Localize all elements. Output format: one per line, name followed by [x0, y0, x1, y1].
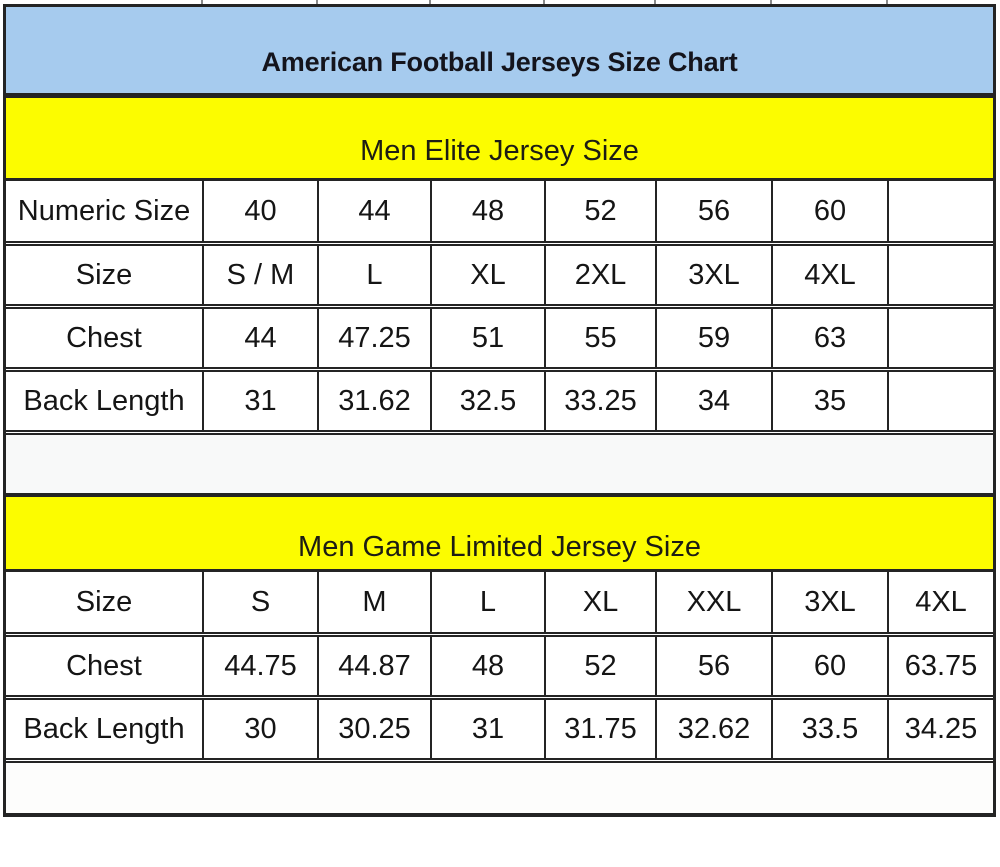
table-cell: 56: [655, 637, 771, 695]
table-cell: 32.5: [430, 372, 544, 430]
table-cell: 32.62: [655, 700, 771, 758]
table-men-elite: Men Elite Jersey Size Numeric Size 40 44…: [6, 98, 993, 432]
row-label-cell: Size: [75, 258, 133, 291]
table-cell: 31: [202, 372, 317, 430]
table-row-numeric-size: Numeric Size 40 44 48 52 56 60: [6, 181, 993, 243]
table-cell: 47.25: [317, 309, 430, 367]
row-label-cell: Back Length: [23, 384, 185, 417]
men-game-limited-table: Size S M L XL XXL 3XL 4XL Chest 44.75 44…: [6, 572, 993, 760]
row-label-cell: Size: [75, 585, 133, 618]
table-row-size: Size S M L XL XXL 3XL 4XL: [6, 572, 993, 634]
table-cell: 31.62: [317, 372, 430, 430]
gridline-tick: [886, 0, 888, 4]
table-cell: XL: [544, 572, 655, 632]
chart-title: American Football Jerseys Size Chart: [261, 46, 738, 77]
table-cell: 34.25: [887, 700, 993, 758]
table-cell: 4XL: [887, 572, 993, 632]
table-cell: 60: [771, 181, 887, 241]
table-cell: 3XL: [655, 246, 771, 304]
table-cell: S / M: [202, 246, 317, 304]
table-cell-empty: [887, 246, 993, 304]
section-header-label: Men Game Limited Jersey Size: [298, 530, 701, 563]
gridline-tick: [201, 0, 203, 4]
table-cell: 31: [430, 700, 544, 758]
table-row-chest: Chest 44.75 44.87 48 52 56 60 63.75: [6, 635, 993, 697]
table-cell: 55: [544, 309, 655, 367]
table-cell: 3XL: [771, 572, 887, 632]
row-label-cell: Chest: [66, 321, 142, 354]
gridline-tick: [543, 0, 545, 4]
table-cell: S: [202, 572, 317, 632]
section-header-men-game-limited: Men Game Limited Jersey Size: [6, 493, 993, 572]
table-cell: 30.25: [317, 700, 430, 758]
table-row-size: Size S / M L XL 2XL 3XL 4XL: [6, 244, 993, 306]
gridline-tick: [770, 0, 772, 4]
table-cell: 44: [202, 309, 317, 367]
table-cell-empty: [887, 181, 993, 241]
table-cell-empty: [887, 309, 993, 367]
table-cell: 44: [317, 181, 430, 241]
section-header-label: Men Elite Jersey Size: [360, 134, 639, 167]
gridline-tick: [316, 0, 318, 4]
row-label-cell: Chest: [66, 649, 142, 682]
table-cell: 59: [655, 309, 771, 367]
table-cell: 44.75: [202, 637, 317, 695]
table-row-back-length: Back Length 31 31.62 32.5 33.25 34 35: [6, 370, 993, 432]
table-cell: 2XL: [544, 246, 655, 304]
table-cell: 4XL: [771, 246, 887, 304]
table-cell: 52: [544, 181, 655, 241]
table-row-chest: Chest 44 47.25 51 55 59 63: [6, 307, 993, 369]
table-cell: 33.25: [544, 372, 655, 430]
gridline-ticks: [0, 0, 1000, 4]
table-row-back-length: Back Length 30 30.25 31 31.75 32.62 33.5…: [6, 698, 993, 760]
table-cell: M: [317, 572, 430, 632]
table-cell: 34: [655, 372, 771, 430]
chart-title-bar: American Football Jerseys Size Chart: [6, 7, 993, 98]
table-cell: 30: [202, 700, 317, 758]
table-cell: 31.75: [544, 700, 655, 758]
blank-row: [6, 761, 993, 813]
table-cell: 40: [202, 181, 317, 241]
chart-frame: American Football Jerseys Size Chart Men…: [3, 4, 996, 817]
row-label-cell: Numeric Size: [17, 194, 191, 227]
table-cell: 33.5: [771, 700, 887, 758]
section-header-men-elite: Men Elite Jersey Size: [6, 98, 993, 181]
table-cell: 60: [771, 637, 887, 695]
row-label-cell: Back Length: [23, 712, 185, 745]
table-cell: 35: [771, 372, 887, 430]
table-cell: XL: [430, 246, 544, 304]
table-cell: 48: [430, 637, 544, 695]
table-cell: L: [317, 246, 430, 304]
gridline-tick: [429, 0, 431, 4]
table-cell: 63: [771, 309, 887, 367]
men-elite-table: Numeric Size 40 44 48 52 56 60 Size S / …: [6, 181, 993, 432]
table-cell: 56: [655, 181, 771, 241]
table-cell: 52: [544, 637, 655, 695]
table-cell: 44.87: [317, 637, 430, 695]
table-cell: 51: [430, 309, 544, 367]
table-men-game-limited: Men Game Limited Jersey Size Size S M L …: [6, 493, 993, 760]
table-cell: XXL: [655, 572, 771, 632]
table-cell: 63.75: [887, 637, 993, 695]
table-cell: L: [430, 572, 544, 632]
table-cell: 48: [430, 181, 544, 241]
gridline-tick: [654, 0, 656, 4]
blank-row: [6, 433, 993, 493]
table-cell-empty: [887, 372, 993, 430]
